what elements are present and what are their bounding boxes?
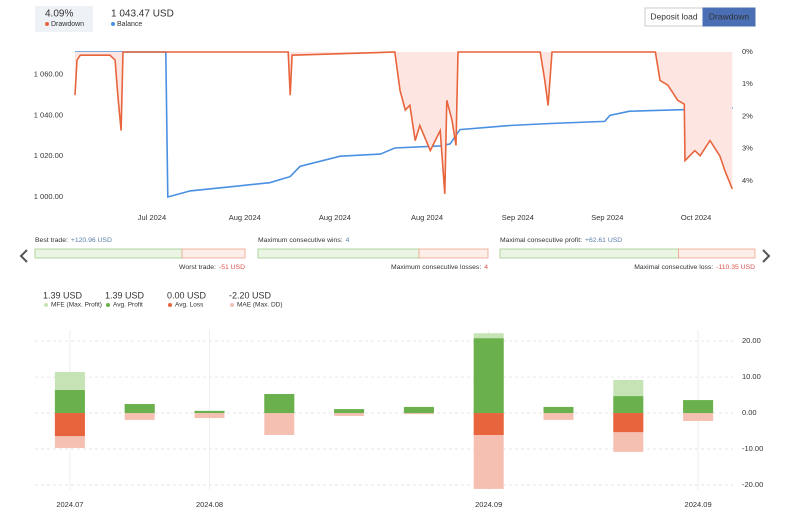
bar (613, 396, 644, 414)
y2-tick-label: 2% (742, 111, 753, 120)
y2-tick-label: 3% (742, 144, 753, 153)
x-tick-label: Aug 2024 (411, 213, 443, 222)
legend-value: 1.39 USD (43, 290, 83, 300)
x-tick-label: Aug 2024 (229, 213, 261, 222)
legend-dot (44, 303, 48, 307)
bar (194, 410, 225, 414)
y-tick-label: 1 000.00 (34, 192, 63, 201)
y-tick-label: 1 040.00 (34, 110, 63, 119)
y2-tick-label: 0% (742, 47, 753, 56)
stat-top: Maximum consecutive wins: 4 (258, 237, 350, 244)
bar (54, 390, 85, 414)
y-tick-label: -20.00 (742, 480, 763, 489)
drawdown-line (74, 51, 734, 194)
y2-tick-label: 1% (742, 79, 753, 88)
stat-value: +62.61 USD (585, 237, 622, 244)
bar (334, 409, 365, 414)
stat-label: Worst trade: (179, 264, 216, 271)
bar (683, 413, 714, 421)
bar (543, 406, 574, 414)
bar (473, 338, 504, 414)
y-tick-label: 10.00 (742, 372, 761, 381)
stat-value: +120.96 USD (71, 237, 112, 244)
x-tick-label: Sep 2024 (502, 213, 534, 222)
bar (403, 406, 434, 414)
stat-value: 4.09% (45, 9, 73, 20)
stat-top: Maximal consecutive profit: +62.61 USD (500, 237, 622, 244)
prev-arrow[interactable] (19, 249, 28, 263)
x-tick-label: Sep 2024 (591, 213, 623, 222)
next-arrow[interactable] (762, 249, 771, 263)
stat-label: Maximal consecutive loss: (634, 264, 713, 271)
stat-label: Maximum consecutive wins: (258, 237, 343, 244)
tab-button-label[interactable]: Drawdown (709, 11, 749, 21)
y-tick-label: 20.00 (742, 336, 761, 345)
stat-value: 1 043.47 USD (111, 9, 174, 20)
stat-label: Drawdown (51, 21, 84, 28)
y-tick-label: -10.00 (742, 444, 763, 453)
x-tick-label: Aug 2024 (319, 213, 351, 222)
legend-dot (106, 303, 110, 307)
loss-bar (181, 248, 246, 259)
bar (194, 413, 225, 419)
tab-button[interactable] (702, 7, 756, 27)
y2-tick-label: 4% (742, 176, 753, 185)
gain-bar (499, 248, 679, 259)
legend-dot (230, 303, 234, 307)
legend-dot (111, 22, 115, 26)
loss-bar (418, 248, 489, 259)
x-tick-label: 2024.08 (196, 500, 223, 509)
y-tick-label: 1 060.00 (34, 69, 63, 78)
stat-label: Maximal consecutive profit: (500, 237, 582, 244)
legend-value: 1.39 USD (105, 290, 145, 300)
y-tick-label: 0.00 (742, 408, 757, 417)
stat-value: 4 (346, 237, 350, 244)
stat-bottom: Maximum consecutive losses: 4 (391, 264, 488, 271)
bar (613, 413, 644, 433)
bar (683, 400, 714, 414)
legend-dot (45, 22, 49, 26)
tab-button-label[interactable]: Deposit load (650, 11, 698, 21)
legend-label: MAE (Max. DD) (237, 302, 283, 309)
drawdown-area (75, 52, 733, 194)
x-tick-label: 2024.07 (56, 500, 83, 509)
gain-bar (34, 248, 183, 259)
x-tick-label: 2024.09 (475, 500, 502, 509)
stat-label: Balance (117, 21, 142, 28)
balance-line (75, 51, 734, 199)
bar (403, 413, 434, 415)
legend-label: Avg. Profit (113, 302, 143, 309)
stat-bottom: Maximal consecutive loss: -110.35 USD (634, 264, 755, 271)
stat-label: Best trade: (35, 237, 68, 244)
legend-label: Avg. Loss (175, 302, 204, 309)
gain-bar (257, 248, 420, 259)
stat-label: Maximum consecutive losses: (391, 264, 481, 271)
legend-value: -2.20 USD (229, 290, 272, 300)
y-tick-label: 1 020.00 (34, 151, 63, 160)
stat-value: 4 (484, 264, 488, 271)
bar (264, 394, 295, 414)
stat-box (35, 6, 93, 32)
legend-label: MFE (Max. Profit) (51, 302, 102, 309)
x-tick-label: Oct 2024 (681, 213, 711, 222)
legend-dot (168, 303, 172, 307)
bar (264, 413, 295, 435)
stat-bottom: Worst trade: -51 USD (179, 264, 245, 271)
bar (334, 413, 365, 416)
x-tick-label: Jul 2024 (138, 213, 166, 222)
x-tick-label: 2024.09 (685, 500, 712, 509)
bar (54, 413, 85, 437)
bar (543, 413, 574, 420)
bar (473, 413, 504, 435)
bar (124, 404, 155, 414)
legend-value: 0.00 USD (167, 290, 207, 300)
loss-bar (678, 248, 756, 259)
stat-value: -51 USD (219, 264, 245, 271)
bar (124, 413, 155, 420)
stat-top: Best trade: +120.96 USD (35, 237, 112, 244)
stat-value: -110.35 USD (716, 264, 755, 271)
